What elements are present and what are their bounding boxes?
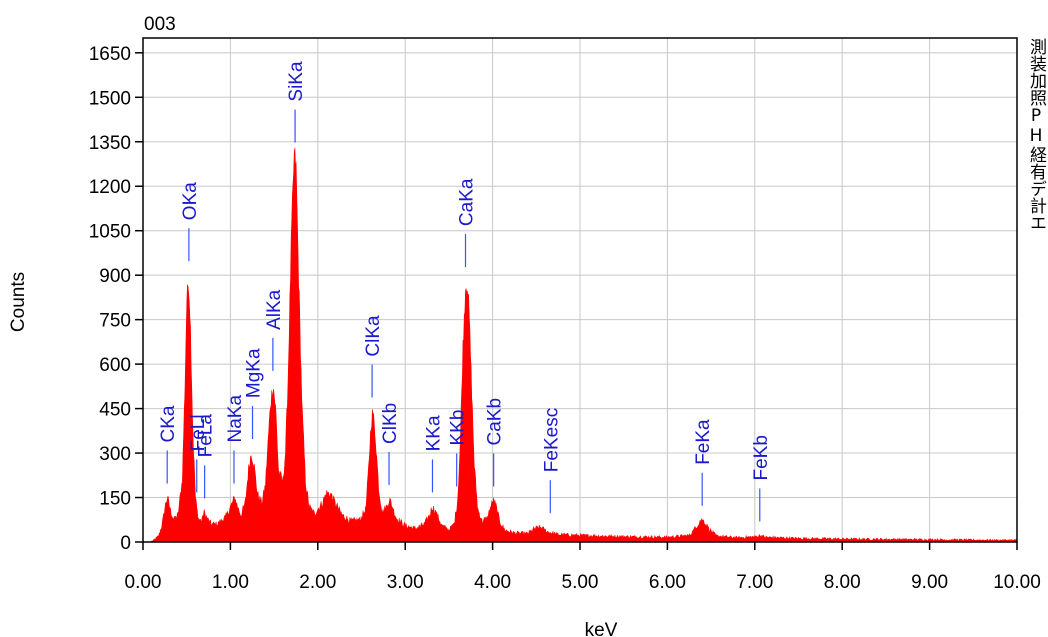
chart-title: 003 xyxy=(144,14,176,35)
peak-label: CKa xyxy=(158,405,179,442)
y-tick-label: 1500 xyxy=(89,88,131,109)
side-vertical-text: 測装加照PH経有デ計エ xyxy=(1026,38,1046,231)
y-tick-label: 1650 xyxy=(89,44,131,65)
peak-label: KKb xyxy=(448,410,469,446)
peak-label: SiKa xyxy=(286,61,307,102)
x-tick-label: 10.00 xyxy=(993,572,1041,593)
y-tick-label: 750 xyxy=(99,311,131,332)
y-axis-title: Counts xyxy=(8,272,29,332)
x-tick-label: 8.00 xyxy=(824,572,861,593)
peak-label: OKa xyxy=(180,182,201,220)
spectrum-area xyxy=(143,147,1018,543)
x-tick-label: 7.00 xyxy=(736,572,773,593)
y-tick-label: 150 xyxy=(99,489,131,510)
x-tick-label: 2.00 xyxy=(299,572,336,593)
x-tick-label: 1.00 xyxy=(212,572,249,593)
peak-label: FeLa xyxy=(196,414,217,458)
y-tick-label: 1200 xyxy=(89,177,131,198)
y-tick-label: 600 xyxy=(99,355,131,376)
peak-label: FeKa xyxy=(693,419,714,465)
x-tick-label: 0.00 xyxy=(125,572,162,593)
y-tick-label: 900 xyxy=(99,266,131,287)
peak-label: FeKb xyxy=(751,435,772,480)
x-tick-label: 5.00 xyxy=(562,572,599,593)
y-tick-label: 1050 xyxy=(89,222,131,243)
y-tick-label: 0 xyxy=(120,533,131,554)
peak-label: NaKa xyxy=(225,395,246,443)
x-tick-label: 3.00 xyxy=(387,572,424,593)
peak-label: CaKa xyxy=(457,178,478,226)
peak-label: AlKa xyxy=(264,289,285,330)
peak-label: MgKa xyxy=(244,348,265,398)
x-axis-title: keV xyxy=(585,620,618,637)
y-tick-label: 1350 xyxy=(89,133,131,154)
peak-label: ClKa xyxy=(363,315,384,357)
axes: 0 150 300 450 600 750 900 1050 1200 1350 1500 1650 0… xyxy=(89,37,1041,593)
peak-label: FeLl xyxy=(188,414,209,451)
spectrum-layer xyxy=(143,147,1018,543)
peak-label: CaKb xyxy=(485,398,506,446)
peak-label: ClKb xyxy=(380,403,401,444)
y-tick-label: 300 xyxy=(99,444,131,465)
y-tick-label: 450 xyxy=(99,400,131,421)
peak-label: KKa xyxy=(424,415,445,451)
peak-label: FeKesc xyxy=(541,408,562,472)
x-tick-label: 9.00 xyxy=(911,572,948,593)
x-tick-label: 6.00 xyxy=(649,572,686,593)
x-tick-label: 4.00 xyxy=(474,572,511,593)
